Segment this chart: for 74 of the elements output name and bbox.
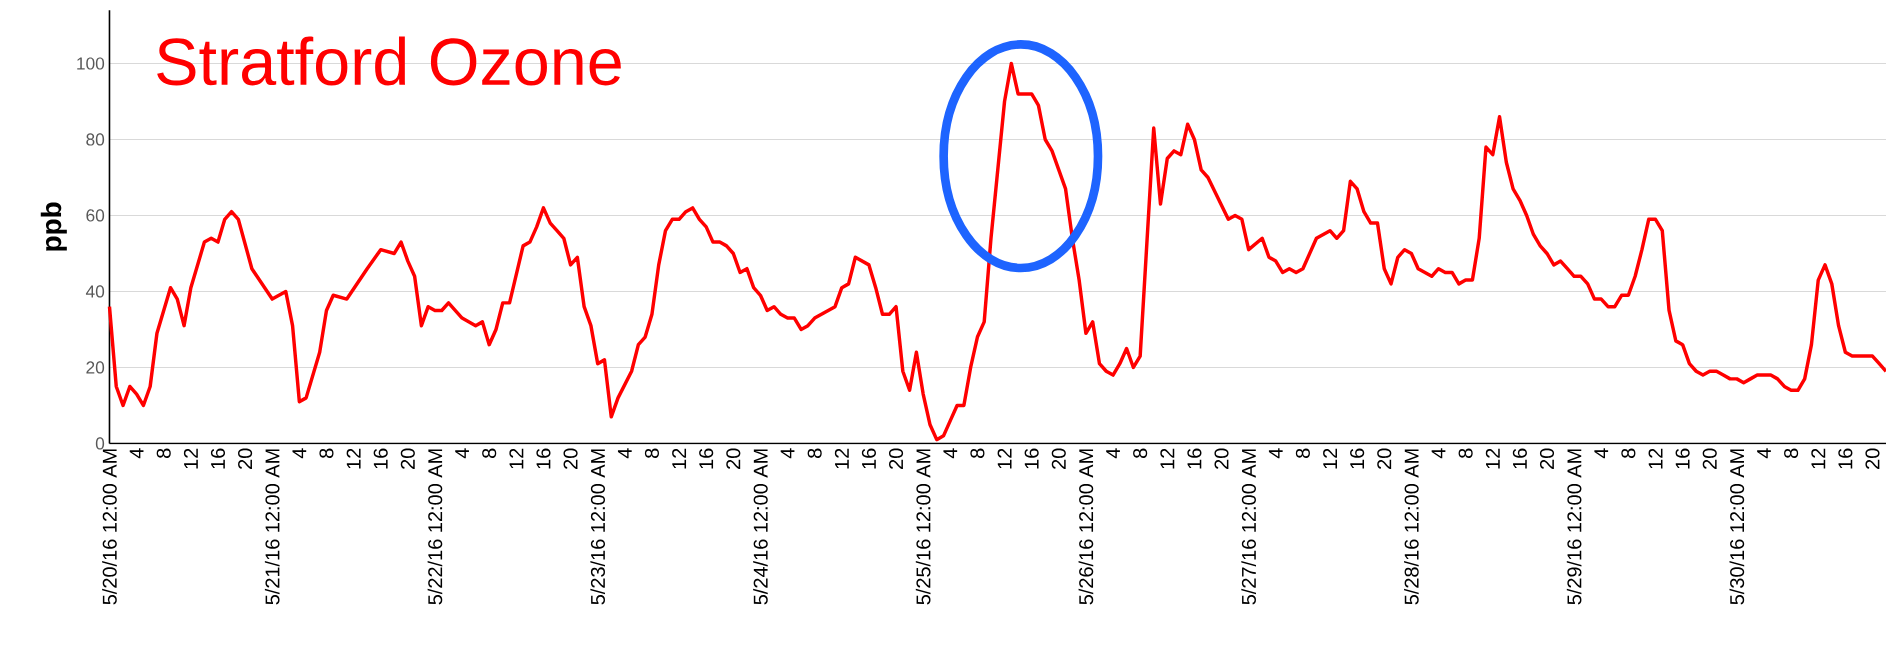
x-tick-label: 20: [888, 448, 904, 470]
x-tick-label: 12: [346, 448, 361, 469]
x-tick-label: 20: [1377, 448, 1392, 470]
x-tick-label: 16: [1675, 448, 1690, 469]
x-tick-label: 20: [563, 448, 578, 470]
x-tick-label: 8: [970, 448, 985, 459]
chart-title: Stratford Ozone: [157, 36, 621, 86]
x-tick-label: 12: [834, 448, 849, 469]
x-tick-label: 8: [482, 448, 497, 459]
x-tick-label: 8: [1133, 448, 1148, 459]
x-tick-label: 8: [156, 448, 171, 459]
x-tick-label: 16: [373, 448, 388, 469]
y-axis-title: ppb: [40, 202, 67, 251]
x-tick-label: 8: [1295, 448, 1310, 459]
x-tick-label: 12: [1485, 448, 1500, 469]
x-tick-label: 8: [1458, 448, 1473, 459]
x-tick-label: 4: [780, 448, 795, 459]
x-tick-label: 4: [943, 448, 958, 459]
x-tick-label: 4: [1268, 448, 1283, 459]
x-tick-label: 16: [536, 448, 551, 469]
y-tick-label: 20: [86, 361, 105, 374]
x-tick-label: 5/26/16 12:00 AM: [1078, 449, 1094, 605]
y-tick-label: 100: [77, 57, 105, 70]
y-tick-label: 40: [85, 285, 105, 298]
x-tick-label: 12: [183, 448, 198, 469]
x-tick-label: 5/20/16 12:00 AM: [102, 449, 117, 605]
x-tick-label: 12: [1648, 448, 1663, 469]
x-tick-label: 5/28/16 12:00 AM: [1404, 449, 1419, 605]
x-tick-label: 20: [1051, 448, 1066, 470]
x-tick-label: 20: [1214, 448, 1229, 470]
x-tick-label: 16: [1024, 448, 1039, 469]
x-tick-label: 20: [726, 448, 741, 470]
x-tick-label: 4: [1106, 448, 1120, 459]
x-tick-label: 12: [672, 448, 687, 469]
x-tick-label: 4: [292, 448, 307, 459]
x-tick-label: 5/24/16 12:00 AM: [753, 449, 768, 605]
x-tick-label: 4: [455, 448, 469, 459]
x-tick-label: 20: [1865, 448, 1880, 470]
x-tick-label: 8: [807, 448, 822, 459]
x-tick-label: 16: [1350, 448, 1365, 469]
x-tick-label: 16: [861, 448, 876, 469]
x-tick-label: 5/23/16 12:00 AM: [590, 449, 606, 605]
x-tick-label: 8: [319, 448, 334, 459]
x-tick-label: 16: [210, 448, 226, 469]
x-tick-label: 5/21/16 12:00 AM: [264, 449, 280, 605]
x-tick-label: 16: [699, 448, 714, 469]
x-tick-label: 5/29/16 12:00 AM: [1566, 449, 1582, 605]
x-tick-label: 12: [1160, 448, 1175, 469]
x-tick-label: 4: [1431, 448, 1446, 459]
y-tick-label: 80: [86, 133, 105, 146]
y-tick-label: 60: [86, 209, 105, 222]
x-tick-label: 12: [997, 448, 1012, 469]
x-tick-label: 20: [400, 448, 415, 470]
x-tick-label: 8: [1621, 448, 1636, 459]
x-tick-label: 5/30/16 12:00 AM: [1729, 449, 1745, 605]
x-tick-label: 20: [1702, 448, 1717, 470]
x-tick-label: 8: [644, 448, 659, 459]
x-tick-label: 4: [617, 448, 632, 459]
x-tick-label: 4: [1594, 448, 1609, 459]
x-tick-label: 16: [1512, 448, 1527, 469]
x-tick-label: 5/22/16 12:00 AM: [427, 449, 443, 605]
x-tick-label: 16: [1838, 448, 1853, 469]
x-tick-label: 12: [509, 448, 524, 469]
x-tick-label: 4: [1757, 448, 1771, 459]
x-tick-label: 4: [129, 448, 144, 459]
x-tick-label: 20: [1539, 448, 1555, 470]
x-tick-label: 5/25/16 12:00 AM: [915, 449, 931, 605]
x-tick-label: 16: [1187, 448, 1202, 469]
x-tick-label: 12: [1811, 448, 1826, 469]
x-tick-label: 8: [1784, 448, 1799, 459]
x-tick-label: 5/27/16 12:00 AM: [1241, 449, 1256, 605]
x-tick-label: 12: [1323, 448, 1337, 469]
y-tick-label: 0: [95, 437, 105, 450]
x-tick-label: 20: [238, 448, 253, 470]
